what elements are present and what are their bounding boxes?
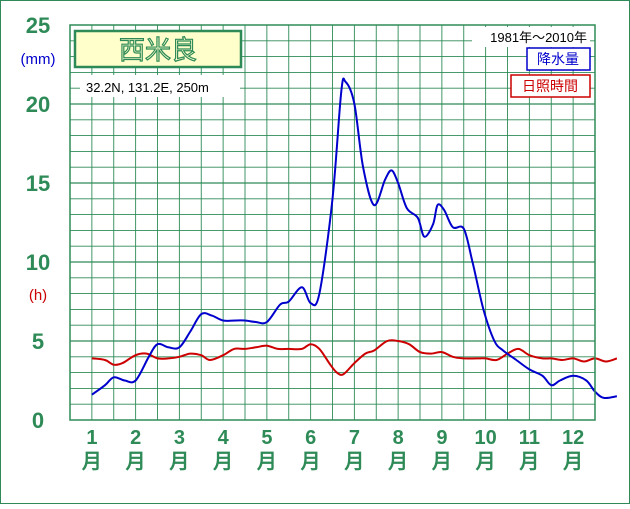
y-tick-label: 15 <box>26 171 50 196</box>
month-number: 3 <box>174 427 185 449</box>
month-number: 8 <box>393 427 404 449</box>
month-suffix: 月 <box>387 451 408 473</box>
month-suffix: 月 <box>562 451 583 473</box>
location-bg <box>80 75 240 97</box>
station-location: 32.2N, 131.2E, 250m <box>86 80 209 95</box>
y-tick-label: 0 <box>32 408 44 433</box>
title-box-border <box>73 29 243 69</box>
month-number: 7 <box>349 427 360 449</box>
series-line-precip <box>91 77 618 400</box>
legend-sunshine-box <box>510 74 591 98</box>
month-number: 6 <box>305 427 316 449</box>
month-number: 12 <box>562 427 584 449</box>
title-box: 西米良 <box>73 29 243 69</box>
month-suffix: 月 <box>518 451 539 473</box>
month-number: 5 <box>261 427 272 449</box>
legend-precip: 降水量 <box>526 47 591 71</box>
month-suffix: 月 <box>256 451 277 473</box>
y-tick-label: 10 <box>26 250 50 275</box>
legend-sunshine: 日照時間 <box>510 74 591 98</box>
period-bg <box>472 27 590 47</box>
month-number: 9 <box>436 427 447 449</box>
month-suffix: 月 <box>168 451 189 473</box>
month-number: 4 <box>218 427 230 449</box>
y-tick-label: 20 <box>26 92 50 117</box>
month-number: 10 <box>475 427 497 449</box>
month-number: 11 <box>519 427 540 449</box>
month-suffix: 月 <box>81 451 102 473</box>
y-tick-label: 25 <box>26 13 50 38</box>
station-name: 西米良 <box>119 36 197 66</box>
plot-border <box>69 24 596 421</box>
period-label: 1981年〜2010年 <box>490 30 587 45</box>
legend-precip-label: 降水量 <box>537 52 579 68</box>
series-lines <box>91 77 618 400</box>
month-suffix: 月 <box>212 451 233 473</box>
month-suffix: 月 <box>343 451 364 473</box>
unit-precip: (mm) <box>21 51 56 68</box>
unit-sunshine: (h) <box>29 287 47 304</box>
legend-sunshine-label: 日照時間 <box>522 79 578 95</box>
y-axis-ticks: 0 5 10 15 20 25 <box>26 13 50 433</box>
month-suffix: 月 <box>431 451 452 473</box>
month-number: 2 <box>130 427 141 449</box>
month-suffix: 月 <box>300 451 321 473</box>
y-tick-label: 5 <box>32 329 44 354</box>
month-suffix: 月 <box>125 451 146 473</box>
month-suffix: 月 <box>475 451 496 473</box>
legend-precip-box <box>526 47 591 71</box>
series-line-sunshine <box>91 339 618 376</box>
month-number: 1 <box>86 427 97 449</box>
